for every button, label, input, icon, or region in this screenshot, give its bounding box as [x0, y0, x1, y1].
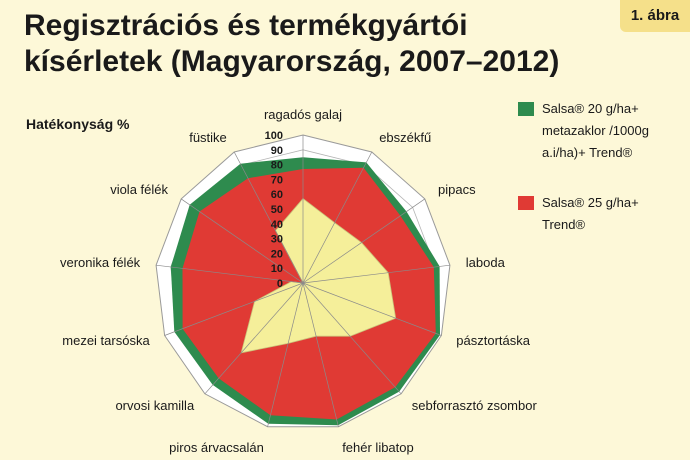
grid-spoke	[302, 282, 339, 427]
grid-spokes	[156, 135, 450, 427]
radial-tick-label: 30	[271, 234, 283, 246]
figure-number-badge: 1. ábra	[620, 0, 690, 32]
series-layer	[170, 157, 441, 426]
radial-tick-label: 60	[271, 189, 283, 201]
grid-spoke	[204, 282, 304, 395]
radial-tick-label: 0	[277, 278, 283, 290]
legend-item-series-1: Salsa® 20 g/ha+ metazaklor /1000g a.i/ha…	[518, 98, 690, 178]
category-label: piros árvacsalán	[169, 440, 264, 455]
category-label: viola félék	[110, 182, 168, 197]
radial-tick-label: 40	[271, 219, 283, 231]
radial-tick-label: 20	[271, 248, 283, 260]
category-label: laboda	[466, 255, 506, 270]
category-label: sebforrasztó zsombor	[412, 398, 538, 413]
grid-spoke	[302, 151, 373, 284]
radial-axis-label: Hatékonyság %	[26, 116, 130, 132]
grid-spoke	[302, 264, 450, 284]
radial-tick-label: 100	[265, 130, 283, 142]
chart-title-line-2: kísérletek (Magyarország, 2007–2012)	[24, 45, 560, 78]
legend-swatch-series-2	[518, 196, 534, 210]
legend-text-line: Salsa® 25 g/ha+	[542, 195, 639, 210]
legend-text-line: a.i/ha)+ Trend®	[542, 145, 633, 160]
grid-spoke	[156, 264, 304, 284]
grid-spoke	[164, 282, 304, 336]
legend-item-series-2: Salsa® 25 g/ha+ Trend®	[518, 192, 690, 238]
chart-title: Regisztrációs és termékgyártói kísérlete…	[24, 8, 604, 80]
grid-spoke	[267, 282, 304, 427]
radial-tick-label: 70	[271, 174, 283, 186]
category-label: ragadós galaj	[264, 107, 342, 122]
radial-tick-labels: 0 10 20 30 40 50 60 70 80 90 100	[265, 130, 283, 290]
radial-tick-label: 90	[271, 145, 283, 157]
category-labels: ragadós galaj ebszékfű pipacs laboda pásztor…	[60, 107, 537, 455]
legend-text-line: Salsa® 20 g/ha+	[542, 101, 639, 116]
category-label: pipacs	[438, 182, 476, 197]
category-label: fehér libatop	[342, 440, 414, 455]
grid-spoke	[302, 198, 425, 284]
grid-spoke	[181, 198, 304, 284]
category-label: orvosi kamilla	[115, 398, 195, 413]
radial-tick-label: 50	[271, 204, 283, 216]
chart-title-line-1: Regisztrációs és termékgyártói	[24, 9, 468, 42]
category-label: ebszékfű	[379, 130, 431, 145]
radial-tick-label: 80	[271, 160, 283, 172]
grid-spoke	[302, 282, 442, 336]
legend-text-line: metazaklor /1000g	[542, 123, 649, 138]
radial-tick-label: 10	[271, 263, 283, 275]
category-label: veronika félék	[60, 255, 141, 270]
grid-spoke	[233, 151, 304, 284]
category-label: pásztortáska	[456, 333, 530, 348]
category-label: füstike	[189, 130, 227, 145]
grid-spoke	[302, 282, 402, 395]
legend-swatch-series-1	[518, 102, 534, 116]
legend-text-line: Trend®	[542, 217, 586, 232]
category-label: mezei tarsóska	[62, 333, 150, 348]
